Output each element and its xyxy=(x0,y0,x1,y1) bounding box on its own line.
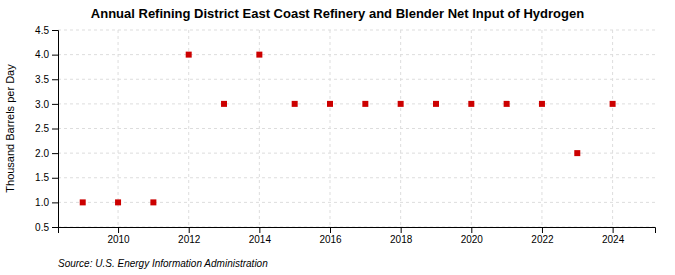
tick-mark xyxy=(52,178,58,179)
tick-mark xyxy=(52,227,58,228)
tick-mark xyxy=(52,202,58,203)
tick: 2.0 xyxy=(35,148,58,159)
point xyxy=(433,101,439,107)
tick: 2016 xyxy=(319,227,342,245)
point xyxy=(221,101,227,107)
tick-label: 2020 xyxy=(461,234,484,245)
point xyxy=(80,199,86,205)
point xyxy=(539,101,545,107)
tick: 2012 xyxy=(178,227,201,245)
grid-line xyxy=(259,30,260,227)
tick-mark xyxy=(52,79,58,80)
grid-line xyxy=(188,30,189,227)
tick-mark xyxy=(52,104,58,105)
tick: 2018 xyxy=(390,227,413,245)
tick-label: 1.0 xyxy=(35,197,49,208)
tick-mark xyxy=(613,227,614,233)
tick: 2014 xyxy=(249,227,272,245)
tick-mark xyxy=(52,129,58,130)
grid-line xyxy=(58,177,655,178)
point xyxy=(574,150,580,156)
grid-line xyxy=(58,30,655,31)
point xyxy=(468,101,474,107)
tick-mark xyxy=(118,227,119,233)
grid-line xyxy=(612,30,613,227)
title: Annual Refining District East Coast Refi… xyxy=(91,6,584,21)
y-axis: 0.5 1.0 1.5 2.0 2.5 3.0 3.5 4.0 4.5 xyxy=(35,25,58,233)
tick-label: 3.0 xyxy=(35,99,49,110)
tick: 1.0 xyxy=(35,197,58,208)
grid-line xyxy=(471,30,472,227)
grid-line xyxy=(58,103,655,104)
tick: 2020 xyxy=(461,227,484,245)
tick-label: 2014 xyxy=(249,234,272,245)
tick: 1.5 xyxy=(35,172,58,183)
tick-label: 2022 xyxy=(531,234,554,245)
axis-line xyxy=(59,228,656,234)
tick-mark xyxy=(189,227,190,233)
grid-line xyxy=(400,30,401,227)
tick-label: 1.5 xyxy=(35,172,49,183)
tick: 2022 xyxy=(531,227,554,245)
grid xyxy=(58,30,655,227)
tick-mark xyxy=(259,227,260,233)
tick-mark xyxy=(542,227,543,233)
tick-label: 2012 xyxy=(178,234,201,245)
grid-line xyxy=(58,202,655,203)
point xyxy=(398,101,404,107)
grid-line xyxy=(58,128,655,129)
marks xyxy=(80,52,616,206)
x-axis: 2010 2012 2014 2016 2018 2020 2022 2024 xyxy=(59,227,656,245)
y-axis-label: Thousand Barrels per Day xyxy=(4,64,16,193)
tick: 2.5 xyxy=(35,123,58,134)
tick-label: 3.5 xyxy=(35,74,49,85)
chart: 2010 2012 2014 2016 2018 2020 2022 2024 0.5 1.0 1.… xyxy=(0,0,675,275)
tick-label: 4.5 xyxy=(35,25,49,36)
point xyxy=(362,101,368,107)
tick-label: 2016 xyxy=(319,234,342,245)
grid-line xyxy=(58,79,655,80)
tick-label: 4.0 xyxy=(35,49,49,60)
tick: 3.5 xyxy=(35,74,58,85)
tick: 4.5 xyxy=(35,25,58,36)
plot: 2010 2012 2014 2016 2018 2020 2022 2024 0.5 1.0 1.… xyxy=(35,25,655,245)
axis-line xyxy=(52,31,59,228)
point xyxy=(256,52,262,58)
tick-label: 2024 xyxy=(602,234,625,245)
tick: 3.0 xyxy=(35,99,58,110)
point xyxy=(610,101,616,107)
tick: 2010 xyxy=(107,227,130,245)
tick-label: 2010 xyxy=(107,234,130,245)
tick-mark xyxy=(52,30,58,31)
point xyxy=(327,101,333,107)
tick-label: 0.5 xyxy=(35,222,49,233)
tick-label: 2018 xyxy=(390,234,413,245)
tick-label: 2.0 xyxy=(35,148,49,159)
source-note: Source: U.S. Energy Information Administ… xyxy=(58,258,268,269)
grid-line xyxy=(541,30,542,227)
point xyxy=(186,52,192,58)
point xyxy=(292,101,298,107)
tick: 2024 xyxy=(602,227,625,245)
point xyxy=(504,101,510,107)
tick-mark xyxy=(471,227,472,233)
grid-line xyxy=(330,30,331,227)
grid-line xyxy=(58,54,655,55)
tick-label: 2.5 xyxy=(35,123,49,134)
tick-mark xyxy=(330,227,331,233)
tick: 4.0 xyxy=(35,49,58,60)
tick-mark xyxy=(52,55,58,56)
tick: 0.5 xyxy=(35,222,58,233)
point xyxy=(115,199,121,205)
tick-mark xyxy=(52,153,58,154)
grid-line xyxy=(58,153,655,154)
grid-line xyxy=(118,30,119,227)
point xyxy=(150,199,156,205)
tick-mark xyxy=(401,227,402,233)
